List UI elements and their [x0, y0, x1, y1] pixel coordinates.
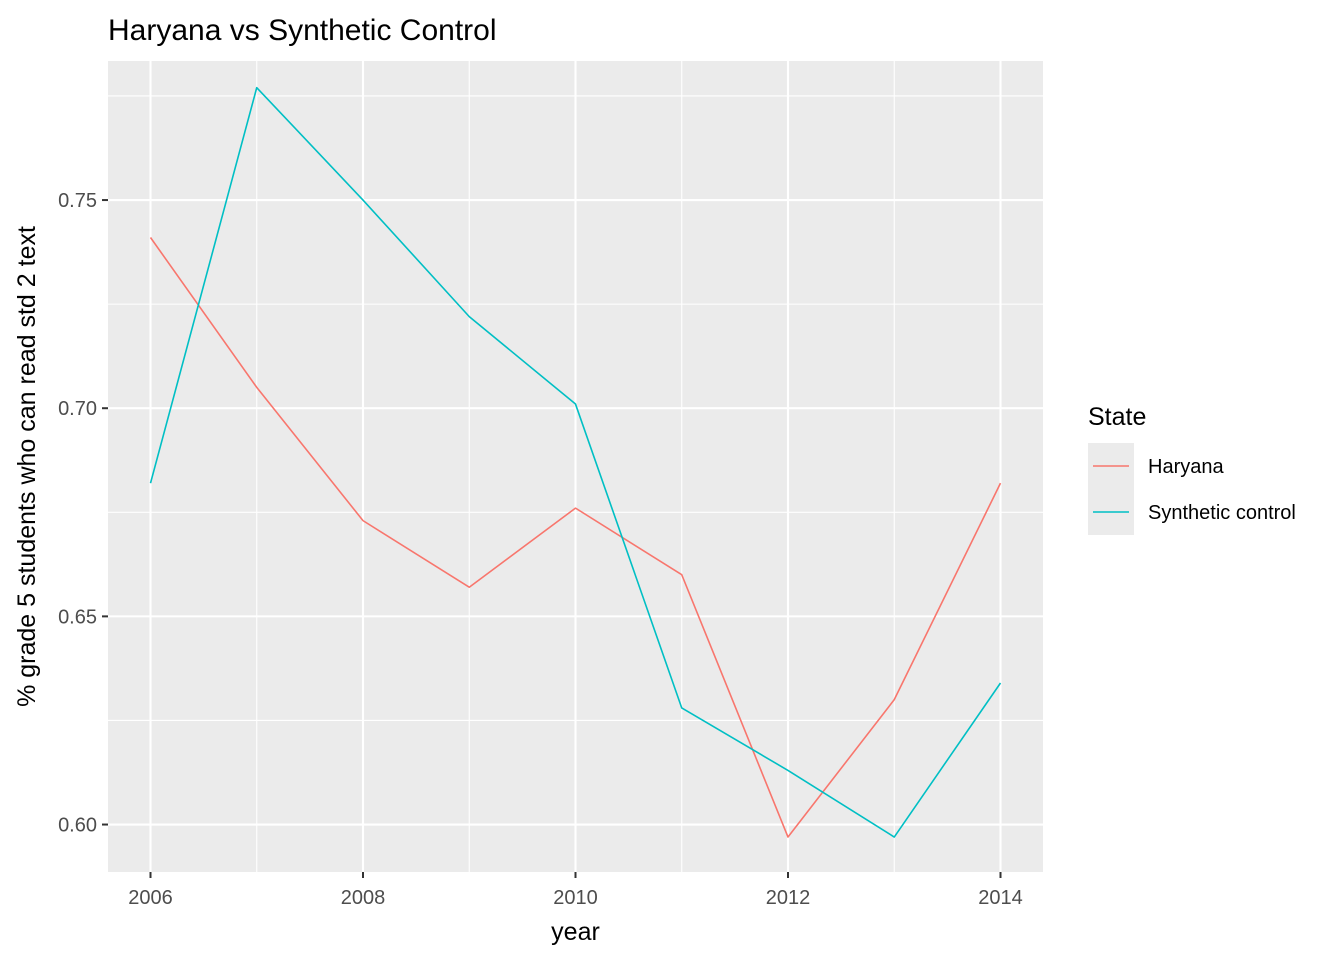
legend-label: Haryana: [1148, 456, 1224, 478]
x-tick-label: 2010: [553, 887, 598, 909]
x-axis: 2006 2008 2010 2012 2014: [128, 872, 1023, 909]
x-tick-label: 2006: [128, 887, 173, 909]
series-lines: [149, 86, 1002, 838]
x-tick-label: 2008: [341, 887, 386, 909]
grid-major: [108, 61, 1043, 872]
legend-label: Synthetic control: [1148, 502, 1296, 524]
y-tick-label: 0.75: [58, 190, 97, 212]
legend-keys: Haryana Synthetic control: [1088, 443, 1296, 535]
y-axis: 0.60 0.65 0.70 0.75: [58, 190, 108, 837]
chart-title: Haryana vs Synthetic Control: [108, 14, 497, 47]
y-tick-label: 0.60: [58, 815, 97, 837]
y-tick-label: 0.65: [58, 606, 97, 628]
x-tick-label: 2012: [766, 887, 811, 909]
series-line-0: [149, 237, 1002, 838]
y-tick-label: 0.70: [58, 398, 97, 420]
legend: State Haryana Synthetic control: [1088, 403, 1296, 535]
legend-title: State: [1088, 403, 1146, 431]
x-axis-title: year: [551, 918, 600, 946]
y-axis-title: % grade 5 students who can read std 2 te…: [13, 226, 41, 707]
series-line-1: [149, 86, 1002, 838]
x-tick-label: 2014: [978, 887, 1023, 909]
